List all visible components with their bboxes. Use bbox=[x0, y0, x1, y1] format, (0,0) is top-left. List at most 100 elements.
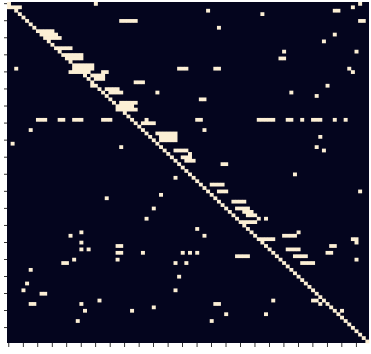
heatmap-cell bbox=[68, 53, 73, 57]
heatmap-cell bbox=[245, 210, 250, 214]
heatmap-cell bbox=[184, 169, 189, 173]
heatmap-cell bbox=[216, 302, 221, 306]
heatmap-cell bbox=[83, 73, 87, 78]
heatmap-cell bbox=[347, 66, 352, 71]
heatmap-cell bbox=[285, 264, 290, 269]
heatmap-cell bbox=[159, 138, 164, 143]
heatmap-cell bbox=[289, 247, 294, 252]
heatmap-cell bbox=[28, 267, 33, 272]
heatmap-cell bbox=[253, 220, 258, 224]
heatmap-cell bbox=[159, 131, 164, 136]
heatmap-cell bbox=[28, 22, 33, 27]
heatmap-cell bbox=[224, 312, 229, 317]
heatmap-cell bbox=[235, 199, 240, 204]
heatmap-cell bbox=[137, 80, 142, 85]
heatmap-cell bbox=[75, 53, 80, 57]
heatmap-cell bbox=[292, 254, 297, 259]
heatmap-cell bbox=[173, 158, 178, 163]
heatmap-cell bbox=[285, 247, 290, 252]
heatmap-cell bbox=[329, 305, 334, 310]
heatmap-cell bbox=[115, 257, 120, 262]
heatmap-cell bbox=[122, 104, 127, 109]
heatmap-cell bbox=[119, 90, 124, 95]
heatmap-cell bbox=[365, 339, 370, 344]
heatmap-cell bbox=[93, 83, 98, 88]
heatmap-cell bbox=[14, 5, 19, 10]
heatmap-cell bbox=[10, 5, 15, 10]
heatmap-cell bbox=[336, 8, 341, 13]
heatmap-cell bbox=[198, 117, 203, 122]
heatmap-cell bbox=[119, 250, 124, 255]
x-axis-ticks bbox=[8, 343, 357, 347]
heatmap-cell bbox=[195, 179, 200, 184]
heatmap-cell bbox=[75, 66, 80, 71]
heatmap-cell bbox=[111, 100, 116, 105]
heatmap-cell bbox=[32, 302, 37, 306]
heatmap-cell bbox=[249, 213, 254, 218]
heatmap-cell bbox=[108, 87, 113, 92]
heatmap-cell bbox=[46, 39, 51, 44]
heatmap-cell bbox=[292, 233, 297, 238]
heatmap-cell bbox=[79, 53, 84, 57]
heatmap-cell bbox=[329, 244, 334, 248]
heatmap-cell bbox=[318, 134, 323, 139]
heatmap-cell bbox=[213, 182, 218, 187]
heatmap-cell bbox=[54, 46, 59, 51]
heatmap-cell bbox=[133, 107, 138, 112]
heatmap-cell bbox=[253, 233, 258, 238]
heatmap-cell bbox=[177, 274, 182, 279]
heatmap-cell bbox=[169, 131, 174, 136]
heatmap-cell bbox=[122, 100, 127, 105]
heatmap-cell bbox=[104, 196, 109, 201]
heatmap-cell bbox=[151, 121, 156, 126]
heatmap-cell bbox=[68, 56, 73, 61]
heatmap-cell bbox=[311, 261, 316, 265]
heatmap-cell bbox=[46, 32, 51, 37]
heatmap-cell bbox=[271, 298, 276, 303]
heatmap-cell bbox=[115, 107, 120, 112]
heatmap-cell bbox=[202, 233, 207, 238]
heatmap-cell bbox=[253, 213, 258, 218]
heatmap-cell bbox=[347, 322, 352, 327]
heatmap-cell bbox=[133, 121, 138, 126]
heatmap-cell bbox=[314, 145, 319, 149]
heatmap-cell bbox=[311, 288, 316, 293]
heatmap-cell bbox=[64, 53, 69, 57]
heatmap-cell bbox=[17, 12, 22, 16]
heatmap-cell bbox=[101, 117, 106, 122]
heatmap-cell bbox=[75, 70, 80, 74]
heatmap-cell bbox=[238, 206, 243, 211]
heatmap-cell bbox=[300, 278, 305, 282]
heatmap-cell bbox=[184, 148, 189, 153]
heatmap-cell bbox=[336, 312, 341, 317]
heatmap-cell bbox=[321, 39, 326, 44]
heatmap-cell bbox=[238, 220, 243, 224]
heatmap-cell bbox=[224, 206, 229, 211]
heatmap-cell bbox=[101, 70, 106, 74]
heatmap-cell bbox=[140, 80, 145, 85]
heatmap-cell bbox=[119, 100, 124, 105]
heatmap-cell bbox=[39, 291, 44, 296]
heatmap-cell bbox=[155, 131, 160, 136]
heatmap-cell bbox=[180, 250, 185, 255]
heatmap-cell bbox=[173, 148, 178, 153]
heatmap-cell bbox=[169, 138, 174, 143]
heatmap-cell bbox=[289, 267, 294, 272]
heatmap-cell bbox=[75, 56, 80, 61]
heatmap-cell bbox=[90, 63, 95, 68]
heatmap-cell bbox=[90, 73, 95, 78]
heatmap-cell bbox=[86, 66, 91, 71]
heatmap-cell bbox=[325, 83, 330, 88]
heatmap-cell bbox=[119, 145, 124, 149]
heatmap-cell bbox=[198, 97, 203, 102]
heatmap-cell bbox=[354, 237, 359, 242]
heatmap-cell bbox=[166, 134, 171, 139]
heatmap-cell bbox=[86, 77, 91, 81]
heatmap-cell bbox=[332, 32, 337, 37]
heatmap-cell bbox=[206, 8, 211, 13]
heatmap-cell bbox=[79, 66, 84, 71]
heatmap-cell bbox=[209, 192, 214, 197]
heatmap-cell bbox=[104, 94, 109, 98]
heatmap-cell bbox=[350, 237, 355, 242]
